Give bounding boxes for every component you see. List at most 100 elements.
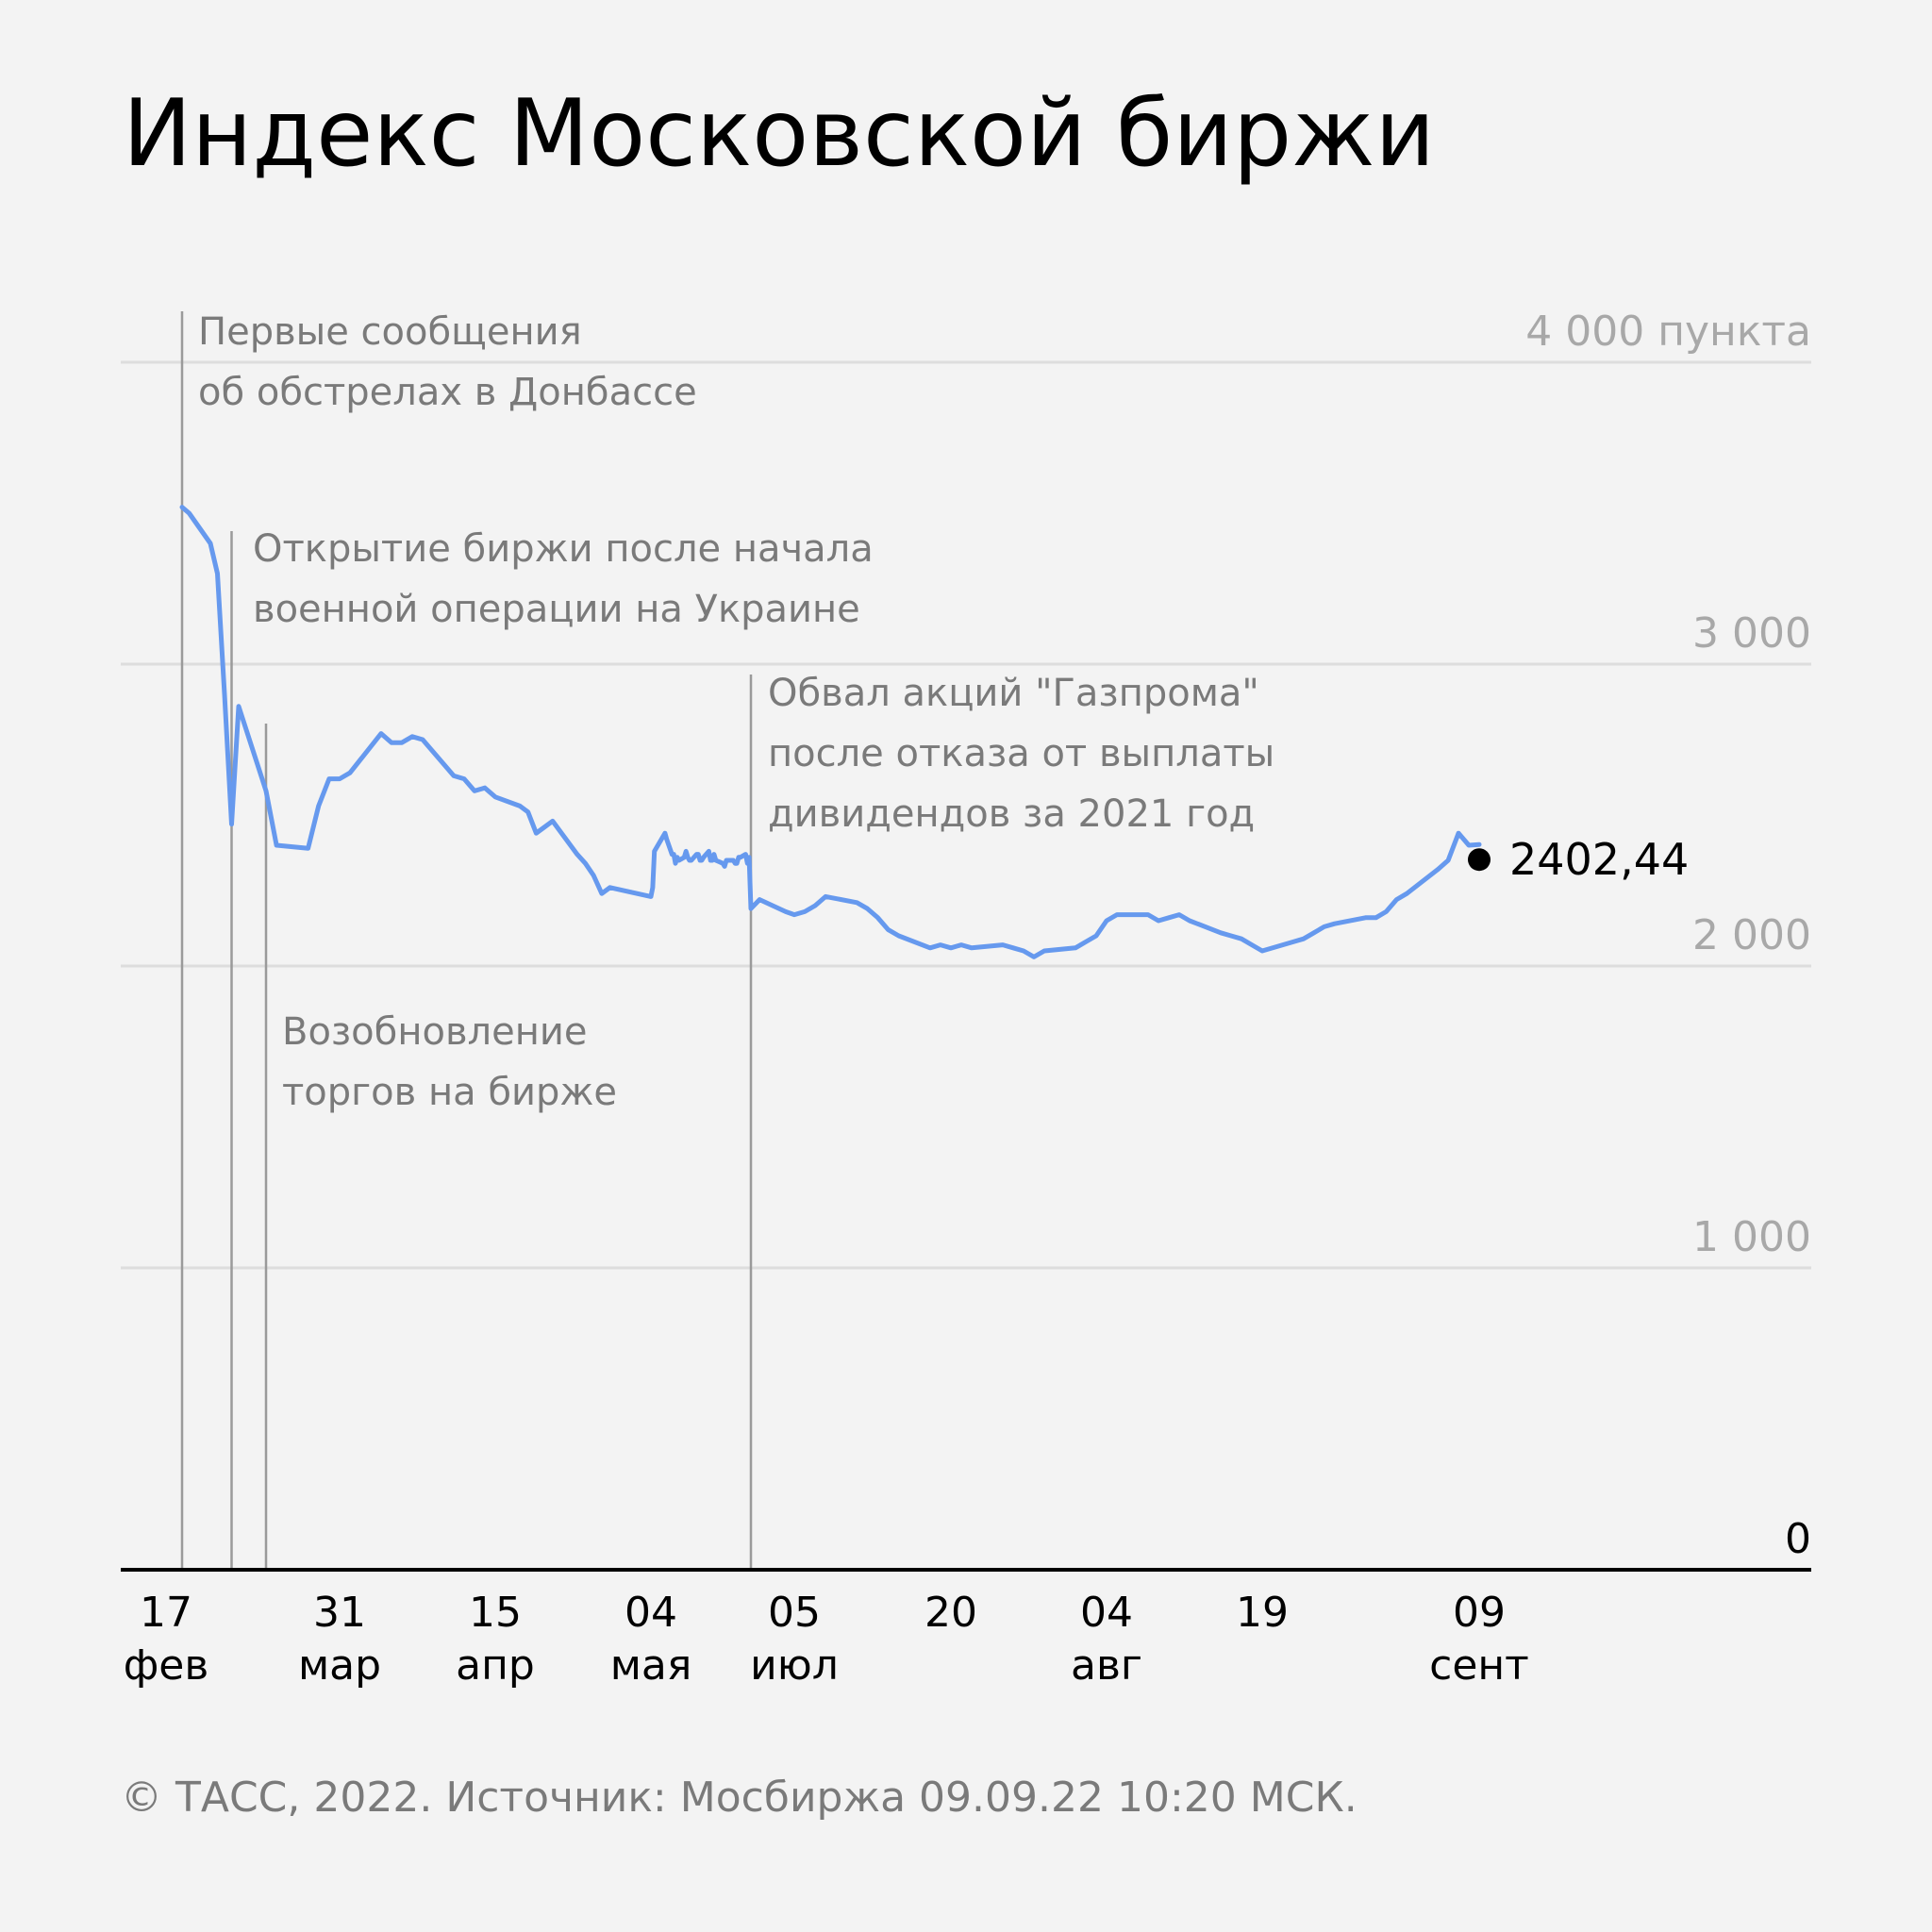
data-point <box>684 849 688 853</box>
x-tick-day: 09 <box>1453 1589 1506 1637</box>
last-value-label: 2402,44 <box>1509 834 1689 885</box>
data-point <box>452 774 456 777</box>
data-point <box>1115 913 1119 917</box>
data-point <box>410 735 414 739</box>
annotation-text: Возобновление торгов на бирже <box>282 1010 617 1114</box>
data-point <box>651 886 655 890</box>
last-value-dot <box>1468 848 1491 872</box>
data-point <box>526 810 530 814</box>
data-point <box>1394 898 1398 902</box>
data-point <box>307 846 310 850</box>
data-point <box>600 891 604 895</box>
data-point <box>534 831 538 835</box>
data-point <box>710 858 714 862</box>
data-point <box>665 838 669 841</box>
data-point <box>897 934 901 938</box>
data-point <box>707 849 710 853</box>
data-point <box>1042 949 1046 953</box>
data-point <box>712 853 716 857</box>
data-point <box>542 825 546 829</box>
data-point <box>743 853 747 857</box>
data-point <box>223 692 226 696</box>
data-point <box>758 898 761 902</box>
data-point <box>747 856 751 859</box>
data-point <box>696 853 700 857</box>
data-point <box>188 511 191 515</box>
x-tick-day: 20 <box>924 1589 977 1637</box>
data-point <box>1167 916 1171 920</box>
data-point <box>700 858 704 862</box>
data-point <box>1364 916 1367 920</box>
data-point <box>866 907 869 910</box>
data-point <box>1384 909 1388 913</box>
data-point <box>264 789 268 792</box>
data-point <box>462 777 466 781</box>
data-point <box>1105 919 1108 923</box>
data-point <box>855 901 858 905</box>
y-tick-label: 4 000 пункта <box>1525 308 1811 356</box>
data-point <box>1177 913 1181 917</box>
data-point <box>672 853 675 857</box>
data-point <box>591 874 595 877</box>
data-point <box>216 572 219 575</box>
data-point <box>792 913 796 917</box>
data-point <box>1302 937 1306 941</box>
data-point <box>1467 843 1471 847</box>
data-point <box>714 858 718 862</box>
data-point <box>275 843 278 847</box>
data-point <box>180 506 184 509</box>
annotation-text: Открытие биржи после начала военной опера… <box>253 527 874 631</box>
x-tick-day: 17 <box>140 1589 192 1637</box>
annotation-text: Обвал акций "Газпрома" после отказа от вы… <box>768 672 1274 836</box>
data-point <box>338 777 341 781</box>
data-point <box>649 894 653 898</box>
data-point <box>1084 940 1088 943</box>
data-point <box>663 831 667 835</box>
x-tick-month: сент <box>1429 1641 1529 1690</box>
data-point <box>674 861 677 865</box>
data-point <box>348 771 352 774</box>
data-point <box>970 946 974 950</box>
x-tick-day: 15 <box>469 1589 522 1637</box>
data-point <box>784 909 788 913</box>
series-layer: 2402,44 <box>179 505 1689 959</box>
data-point <box>390 741 393 744</box>
x-tick-month: апр <box>456 1641 535 1690</box>
data-point <box>1146 913 1150 917</box>
data-point <box>928 946 932 950</box>
data-point <box>949 946 953 950</box>
x-tick-month: мая <box>610 1641 692 1690</box>
y-tick-label: 3 000 <box>1692 609 1811 658</box>
data-point <box>735 861 739 865</box>
data-point <box>959 943 963 947</box>
data-point <box>939 943 942 947</box>
x-tick-day: 04 <box>1080 1589 1133 1637</box>
data-point <box>551 819 555 823</box>
data-point <box>675 856 679 859</box>
y-tick-label: 1 000 <box>1692 1213 1811 1261</box>
x-tick-month: мар <box>298 1641 381 1690</box>
data-point <box>379 732 383 736</box>
data-point <box>1477 842 1481 846</box>
y-tick-label: 0 <box>1785 1515 1811 1563</box>
data-point <box>1022 949 1025 953</box>
data-point <box>208 541 212 545</box>
data-point <box>1011 946 1015 950</box>
data-point <box>230 823 233 826</box>
data-point <box>1312 931 1316 935</box>
data-point <box>1188 919 1191 923</box>
gridlines <box>121 360 1811 1270</box>
data-point <box>721 861 724 865</box>
data-point <box>1094 934 1098 938</box>
data-point <box>1333 922 1337 925</box>
data-point <box>677 858 681 862</box>
data-point <box>824 894 827 898</box>
event-markers: Первые сообщения об обстрелах в Донбассе О… <box>180 310 1274 1570</box>
data-point <box>421 738 425 741</box>
data-point <box>1074 946 1077 950</box>
data-point <box>1374 916 1377 920</box>
x-tick-day: 05 <box>768 1589 821 1637</box>
data-point <box>1260 949 1264 953</box>
